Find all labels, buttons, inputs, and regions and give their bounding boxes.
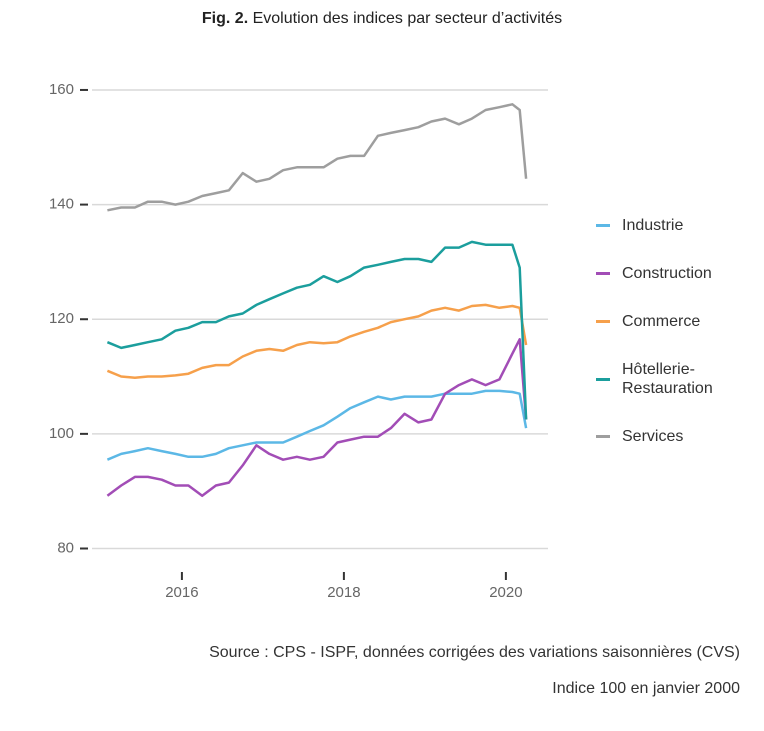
legend-item: Industrie: [596, 216, 742, 235]
legend-item: Services: [596, 427, 742, 446]
y-tick-label: 120: [49, 310, 74, 327]
series-line: [106, 303, 528, 379]
y-tick-label: 100: [49, 425, 74, 442]
legend-swatch: [596, 224, 610, 227]
legend-item: Hôtellerie-Restauration: [596, 360, 742, 398]
title-label: Fig. 2.: [201, 10, 249, 27]
series-line: [106, 338, 528, 498]
legend-swatch: [596, 377, 610, 381]
legend-label: Commerce: [622, 313, 701, 330]
legend-label: Services: [622, 428, 684, 445]
series-line: [106, 240, 528, 420]
legend-swatch: [596, 320, 610, 323]
note: Indice 100 en janvier 2000: [552, 680, 740, 697]
title: Fig. 2. Evolution des indices par secteu…: [0, 10, 764, 28]
series-line: [106, 389, 528, 461]
x-tick-label: 2016: [165, 584, 198, 601]
x-tick-label: 2018: [327, 584, 360, 601]
y-tick-label: 80: [57, 539, 74, 556]
series-line: [107, 103, 528, 212]
legend-label: Hôtellerie-Restauration: [622, 361, 713, 397]
x-tick-label: 2020: [489, 584, 522, 601]
source: Source : CPS - ISPF, données corrigées d…: [209, 644, 740, 661]
legend-item: Commerce: [596, 312, 742, 331]
chart: 80 100 120 140 160 2016 2018 2020: [49, 81, 548, 601]
legend-label: Industrie: [622, 217, 684, 234]
title-text: Evolution des indices par secteur d’acti…: [252, 10, 563, 27]
y-tick-label: 140: [49, 196, 74, 213]
legend: Industrie Construction Commerce Hôtellerie-…: [596, 216, 742, 475]
legend-swatch: [596, 272, 610, 275]
legend-label: Construction: [622, 265, 712, 282]
y-tick-label: 160: [49, 81, 74, 98]
legend-swatch: [596, 435, 610, 438]
legend-item: Construction: [596, 264, 742, 283]
